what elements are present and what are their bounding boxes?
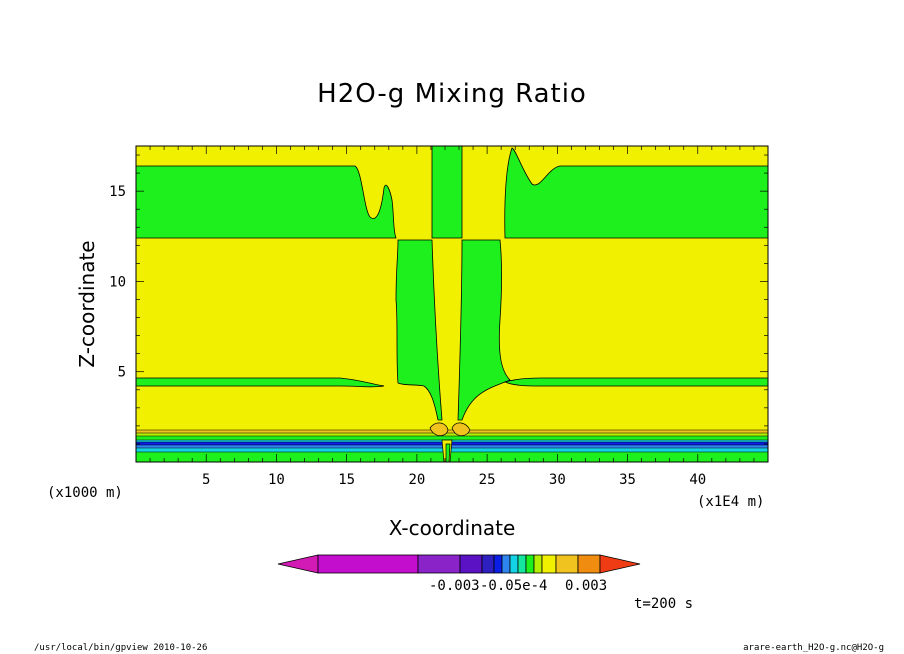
colorbar-segment (481, 554, 495, 574)
x-tick-label: 35 (619, 472, 636, 488)
colorbar-segment (533, 554, 543, 574)
colorbar (277, 554, 641, 574)
colorbar-segment (417, 554, 461, 574)
x-tick-label: 5 (202, 472, 210, 488)
x-axis: 5 10 15 20 25 30 35 40 (202, 472, 706, 488)
colorbar-segment (501, 554, 511, 574)
colorbar-segment (577, 554, 601, 574)
time-label: t=200 s (634, 596, 693, 612)
colorbar-segment (517, 554, 527, 574)
band-6 (136, 445, 768, 448)
colorbar-label-mid: -0.05e-4 (480, 578, 547, 594)
upper-moist-band (135, 165, 397, 239)
colorbar-segment (459, 554, 483, 574)
band-3 (136, 436, 768, 440)
x-tick-label: 10 (268, 472, 285, 488)
x-tick-label: 20 (408, 472, 425, 488)
colorbar-segment (525, 554, 535, 574)
minor-ticks (136, 146, 768, 462)
y-axis-title: Z-coordinate (75, 240, 99, 367)
x-tick-label: 25 (479, 472, 496, 488)
colorbar-segment (555, 554, 579, 574)
band-1 (136, 430, 768, 433)
plot-frame (135, 145, 769, 463)
colorbar-arrow-left (277, 554, 319, 574)
mid-band-right (503, 377, 769, 387)
x-tick-label: 15 (338, 472, 355, 488)
colorbar-label-high: 0.003 (565, 578, 607, 594)
y-tick-label: 5 (118, 365, 126, 381)
x-unit-left: (x1000 m) (47, 485, 123, 501)
band-2 (136, 433, 768, 436)
x-tick-label: 30 (549, 472, 566, 488)
chart-title: H2O-g Mixing Ratio (317, 79, 587, 109)
band-8 (136, 452, 768, 462)
y-tick-label: 15 (109, 184, 126, 200)
plume-right (457, 239, 511, 421)
surface-disturbance (429, 422, 471, 463)
x-unit-right: (x1E4 m) (697, 494, 764, 510)
plume-left (395, 239, 443, 421)
colorbar-segment (541, 554, 557, 574)
band-7 (136, 448, 768, 452)
upper-moist-band-right (504, 147, 769, 239)
x-axis-title: X-coordinate (389, 516, 516, 540)
colorbar-arrow-right (599, 554, 641, 574)
footer-left: /usr/local/bin/gpview 2010-10-26 (34, 643, 207, 653)
y-axis: 5 10 15 (109, 184, 126, 381)
mid-band (135, 377, 385, 388)
colorbar-segment (493, 554, 503, 574)
colorbar-segment (317, 554, 419, 574)
colorbar-label-low: -0.003 (429, 578, 480, 594)
central-column (431, 145, 463, 239)
plot-area (135, 145, 769, 463)
colorbar-segment (509, 554, 519, 574)
footer-right: arare-earth_H2O-g.nc@H2O-g (743, 643, 884, 653)
band-lines (136, 429, 768, 453)
y-tick-label: 10 (109, 274, 126, 290)
x-tick-label: 40 (689, 472, 706, 488)
